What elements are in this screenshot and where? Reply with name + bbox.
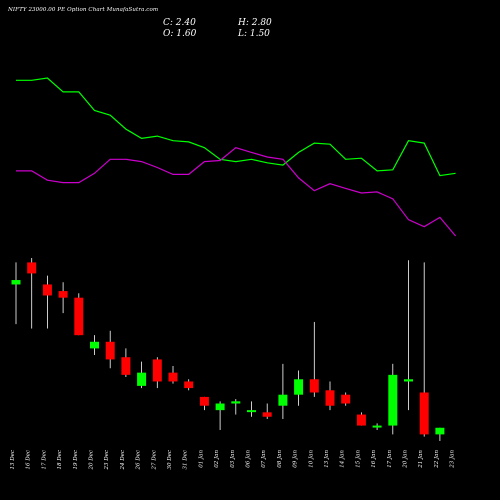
open-value: O: 1.60 (163, 29, 197, 39)
x-tick-label: 06 Jan (246, 450, 252, 468)
x-tick-label: 20 Dec (89, 450, 95, 471)
x-tick-label: 23 Dec (104, 450, 110, 471)
candle-body (278, 394, 288, 406)
candle-body (137, 372, 147, 386)
candle-body (184, 381, 194, 389)
candle-body (325, 390, 335, 406)
close-value: C: 2.40 (163, 18, 196, 28)
x-tick-label: 21 Jan (418, 450, 424, 469)
candle-body (199, 396, 209, 406)
indicator-line-magenta (16, 147, 457, 237)
x-tick-label: 13 Dec (10, 450, 16, 470)
x-tick-label: 16 Dec (26, 450, 32, 470)
x-tick-label: 19 Dec (73, 450, 79, 470)
candle-body (309, 379, 319, 393)
x-tick-label: 24 Dec (120, 450, 126, 471)
x-tick-label: 10 Jan (308, 450, 314, 468)
candle-body (356, 414, 366, 426)
x-tick-label: 07 Jan (261, 450, 267, 468)
x-tick-label: 18 Dec (57, 450, 63, 470)
indicator-line-green (16, 77, 456, 177)
candle-body (74, 297, 84, 336)
x-tick-label: 30 Dec (167, 450, 173, 470)
candle-body (419, 392, 429, 435)
candle-body (215, 403, 225, 411)
candle-body (168, 372, 178, 382)
x-tick-label: 08 Jan (277, 450, 283, 468)
x-tick-label: 27 Dec (151, 450, 157, 471)
x-tick-label: 16 Jan (371, 450, 377, 468)
candle-body (231, 401, 241, 404)
candle-body (27, 262, 37, 274)
x-tick-label: 01 Jan (198, 450, 204, 468)
candle-body (152, 359, 162, 382)
candle-body (341, 394, 351, 404)
x-tick-label: 23 Jan (450, 450, 456, 469)
candle-body (121, 357, 131, 375)
x-tick-label: 17 Dec (41, 450, 47, 470)
x-tick-label: 03 Jan (230, 450, 236, 468)
candle-body (388, 374, 398, 426)
chart-title: NIFTY 23000.00 PE Option Chart MunafaSut… (8, 7, 159, 13)
x-tick-label: 22 Jan (434, 450, 440, 469)
x-tick-label: 13 Jan (324, 450, 330, 468)
candle-body (90, 341, 99, 349)
x-tick-label: 02 Jan (214, 450, 220, 468)
candle-body (247, 410, 256, 413)
candle-body (372, 425, 382, 428)
candle-body (11, 280, 21, 285)
candle-body (42, 284, 52, 296)
x-tick-label: 14 Jan (340, 450, 346, 468)
candle-body (58, 291, 68, 298)
candle-body (435, 427, 445, 435)
x-tick-label: 15 Jan (355, 450, 361, 468)
high-value: H: 2.80 (238, 18, 272, 28)
x-tick-label: 09 Jan (293, 450, 299, 468)
x-tick-label: 31 Dec (183, 450, 189, 470)
candle-body (262, 412, 272, 417)
x-tick-label: 20 Jan (403, 450, 409, 469)
x-tick-label: 26 Dec (136, 450, 142, 471)
low-value: L: 1.50 (238, 29, 270, 39)
candle-body (105, 341, 115, 360)
candle-body (294, 379, 304, 395)
x-tick-label: 17 Jan (387, 450, 393, 468)
candle-body (404, 379, 413, 382)
